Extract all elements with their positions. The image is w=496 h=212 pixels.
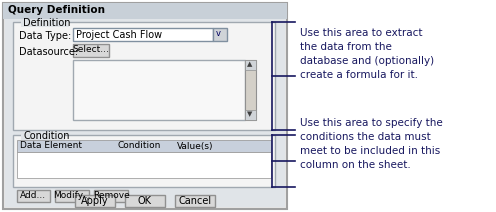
Text: Value(s): Value(s) — [177, 141, 213, 151]
Bar — [245, 60, 256, 120]
Bar — [17, 140, 271, 152]
Text: Definition: Definition — [23, 18, 70, 28]
Bar — [17, 190, 50, 202]
Bar — [73, 44, 109, 57]
Bar — [175, 195, 215, 207]
Bar — [55, 190, 89, 202]
Bar — [245, 60, 256, 70]
Bar — [17, 152, 271, 178]
Bar — [73, 60, 245, 120]
Text: OK: OK — [138, 197, 152, 206]
Text: ▲: ▲ — [247, 61, 252, 67]
Text: Use this area to specify the
conditions the data must
meet to be included in thi: Use this area to specify the conditions … — [300, 118, 443, 170]
Text: Remove: Remove — [93, 191, 129, 201]
Text: Use this area to extract
the data from the
database and (optionally)
create a fo: Use this area to extract the data from t… — [300, 28, 434, 80]
Bar — [245, 110, 256, 120]
Bar — [13, 22, 275, 130]
Bar — [13, 135, 275, 187]
Bar — [3, 3, 287, 209]
Bar — [5, 19, 285, 207]
Bar — [21, 132, 65, 140]
Text: Datasource:: Datasource: — [19, 47, 78, 57]
Text: Apply: Apply — [81, 197, 109, 206]
Bar — [73, 28, 213, 41]
Text: Add...: Add... — [20, 191, 46, 201]
Text: Data Type:: Data Type: — [19, 31, 71, 41]
Text: Modify...: Modify... — [53, 191, 91, 201]
Bar — [21, 19, 69, 27]
Text: Condition: Condition — [117, 141, 160, 151]
Bar — [75, 195, 115, 207]
Text: Query Definition: Query Definition — [8, 5, 105, 15]
Bar — [213, 28, 227, 41]
Text: Cancel: Cancel — [179, 197, 212, 206]
Bar — [94, 190, 128, 202]
Bar — [3, 3, 287, 19]
Text: Project Cash Flow: Project Cash Flow — [76, 29, 162, 39]
Bar — [125, 195, 165, 207]
Text: v: v — [216, 29, 221, 38]
Text: ▼: ▼ — [247, 111, 252, 117]
Text: Select...: Select... — [72, 46, 110, 54]
Text: Data Element: Data Element — [20, 141, 82, 151]
Text: Condition: Condition — [23, 131, 69, 141]
